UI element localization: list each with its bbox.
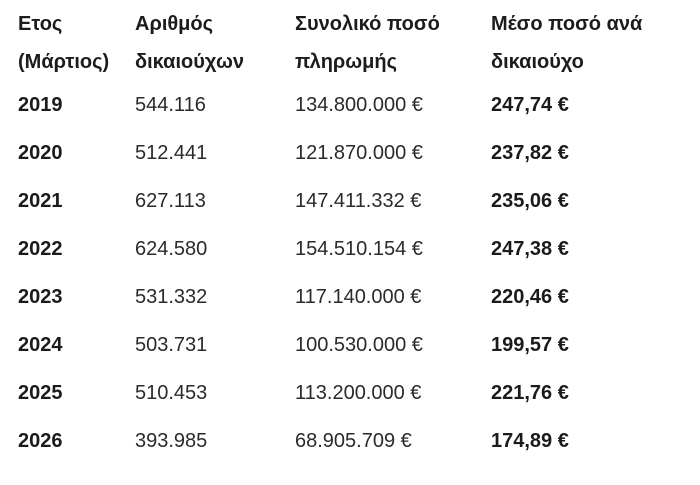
year-cell: 2024 (18, 333, 63, 356)
header-beneficiaries-line2: δικαιούχων (135, 51, 244, 73)
average-amount-cell: 199,57 € (491, 333, 569, 356)
beneficiaries-count-cell: 624.580 (135, 237, 208, 260)
year-cell: 2020 (18, 141, 63, 164)
average-amount-cell: 247,38 € (491, 237, 569, 260)
total-payment-cell: 100.530.000 € (295, 333, 423, 356)
header-total-payment: Συνολικό ποσό πληρωμής (295, 5, 491, 81)
table-row: 2022 624.580 154.510.154 € 247,38 € (0, 225, 700, 273)
total-payment-cell: 154.510.154 € (295, 237, 423, 260)
header-year: Ετος (Μάρτιος) (18, 5, 135, 81)
header-beneficiaries: Αριθμός δικαιούχων (135, 5, 295, 81)
average-amount-cell: 174,89 € (491, 429, 569, 452)
total-payment-cell: 117.140.000 € (295, 285, 422, 308)
total-payment-cell: 147.411.332 € (295, 189, 422, 212)
average-amount-cell: 237,82 € (491, 141, 569, 164)
beneficiaries-count-cell: 512.441 (135, 141, 208, 164)
total-payment-cell: 68.905.709 € (295, 429, 412, 452)
header-average-amount-line2: δικαιούχο (491, 51, 584, 73)
table-row: 2023 531.332 117.140.000 € 220,46 € (0, 273, 700, 321)
average-amount-cell: 247,74 € (491, 93, 569, 116)
header-total-payment-line1: Συνολικό ποσό (295, 13, 440, 35)
average-amount-cell: 235,06 € (491, 189, 569, 212)
table-header-row: Ετος (Μάρτιος) Αριθμός δικαιούχων Συνολι… (0, 0, 700, 81)
beneficiaries-count-cell: 510.453 (135, 381, 208, 404)
beneficiaries-count-cell: 544.116 (135, 93, 206, 116)
total-payment-cell: 134.800.000 € (295, 93, 423, 116)
beneficiaries-payments-table: Ετος (Μάρτιος) Αριθμός δικαιούχων Συνολι… (0, 0, 700, 465)
year-cell: 2025 (18, 381, 63, 404)
header-average-amount-line1: Μέσο ποσό ανά (491, 13, 643, 35)
year-cell: 2026 (18, 429, 63, 452)
table-row: 2020 512.441 121.870.000 € 237,82 € (0, 129, 700, 177)
table-row: 2024 503.731 100.530.000 € 199,57 € (0, 321, 700, 369)
beneficiaries-count-cell: 393.985 (135, 429, 208, 452)
table-row: 2026 393.985 68.905.709 € 174,89 € (0, 417, 700, 465)
header-average-amount: Μέσο ποσό ανά δικαιούχο (491, 5, 691, 81)
year-cell: 2022 (18, 237, 63, 260)
year-cell: 2021 (18, 189, 63, 212)
year-cell: 2023 (18, 285, 63, 308)
table-row: 2021 627.113 147.411.332 € 235,06 € (0, 177, 700, 225)
beneficiaries-count-cell: 503.731 (135, 333, 208, 356)
table-row: 2025 510.453 113.200.000 € 221,76 € (0, 369, 700, 417)
beneficiaries-count-cell: 627.113 (135, 189, 206, 212)
total-payment-cell: 121.870.000 € (295, 141, 423, 164)
table-row: 2019 544.116 134.800.000 € 247,74 € (0, 81, 700, 129)
header-total-payment-line2: πληρωμής (295, 51, 398, 73)
header-year-line2: (Μάρτιος) (18, 51, 110, 73)
average-amount-cell: 221,76 € (491, 381, 569, 404)
table-body: 2019 544.116 134.800.000 € 247,74 € 2020… (0, 81, 700, 465)
header-year-line1: Ετος (18, 13, 63, 35)
header-beneficiaries-line1: Αριθμός (135, 13, 214, 35)
beneficiaries-count-cell: 531.332 (135, 285, 208, 308)
year-cell: 2019 (18, 93, 63, 116)
average-amount-cell: 220,46 € (491, 285, 569, 308)
total-payment-cell: 113.200.000 € (295, 381, 422, 404)
